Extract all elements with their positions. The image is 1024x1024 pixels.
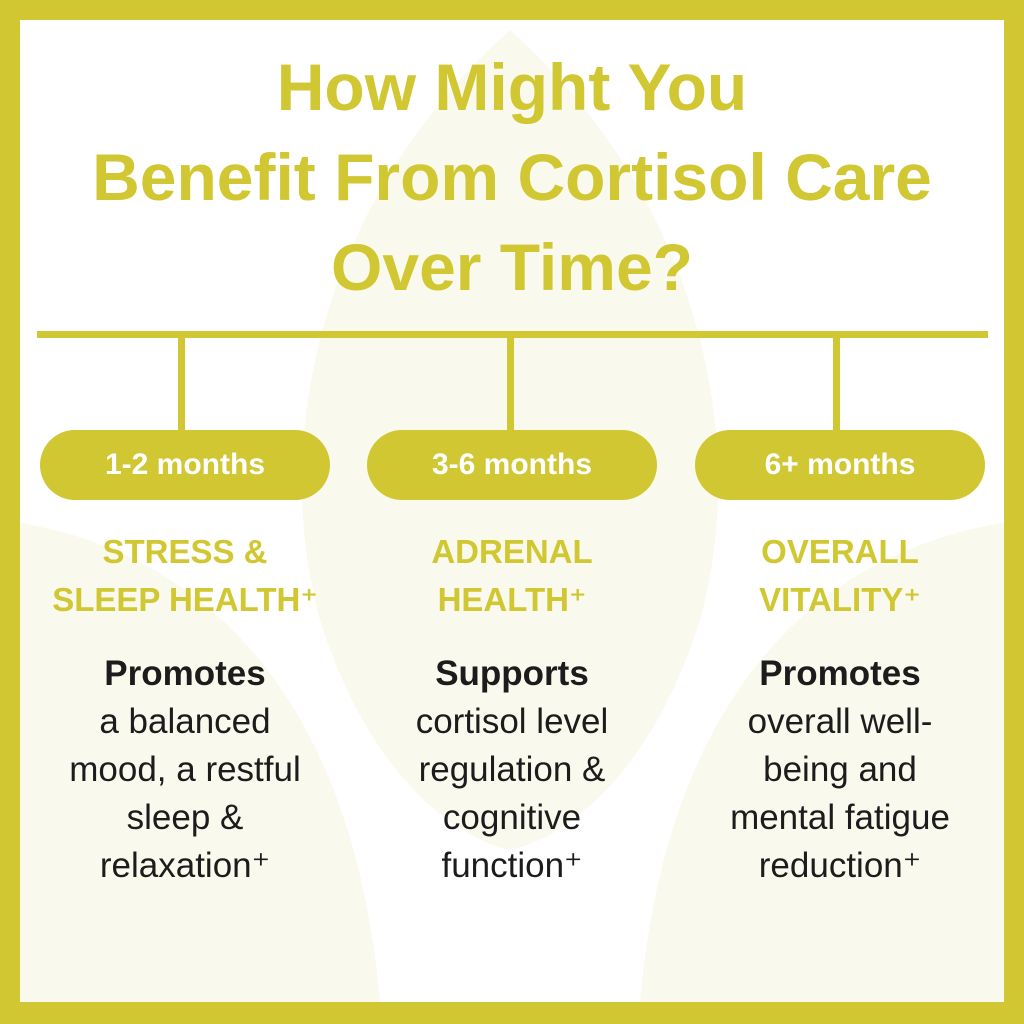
title-line: Benefit From Cortisol Care xyxy=(92,140,932,214)
period-pill: 3-6 months xyxy=(367,430,657,500)
page-title: How Might You Benefit From Cortisol Care… xyxy=(0,42,1024,312)
stage-column-3: 6+ months OVERALL VITALITY⁺ Promotes ove… xyxy=(695,430,985,890)
timeline-connector xyxy=(178,335,185,432)
stage-heading: STRESS & SLEEP HEALTH⁺ xyxy=(52,533,318,618)
stage-lead: Promotes xyxy=(759,654,921,693)
stage-description: overall well- being and mental fatigue r… xyxy=(730,702,950,885)
stage-description: cortisol level regulation & cognitive fu… xyxy=(415,702,609,885)
title-line: Over Time? xyxy=(331,230,693,304)
title-line: How Might You xyxy=(276,50,748,124)
stage-lead: Supports xyxy=(435,654,589,693)
timeline-line xyxy=(37,331,988,338)
period-pill: 1-2 months xyxy=(40,430,330,500)
timeline-connector xyxy=(507,335,514,432)
stage-heading: ADRENAL HEALTH⁺ xyxy=(431,533,593,618)
stage-description: a balanced mood, a restful sleep & relax… xyxy=(69,702,301,885)
stage-heading: OVERALL VITALITY⁺ xyxy=(759,533,921,618)
stage-column-2: 3-6 months ADRENAL HEALTH⁺ Supports cort… xyxy=(367,430,657,890)
stage-lead: Promotes xyxy=(104,654,266,693)
stage-column-1: 1-2 months STRESS & SLEEP HEALTH⁺ Promot… xyxy=(40,430,330,890)
period-pill: 6+ months xyxy=(695,430,985,500)
timeline-connector xyxy=(833,335,840,432)
